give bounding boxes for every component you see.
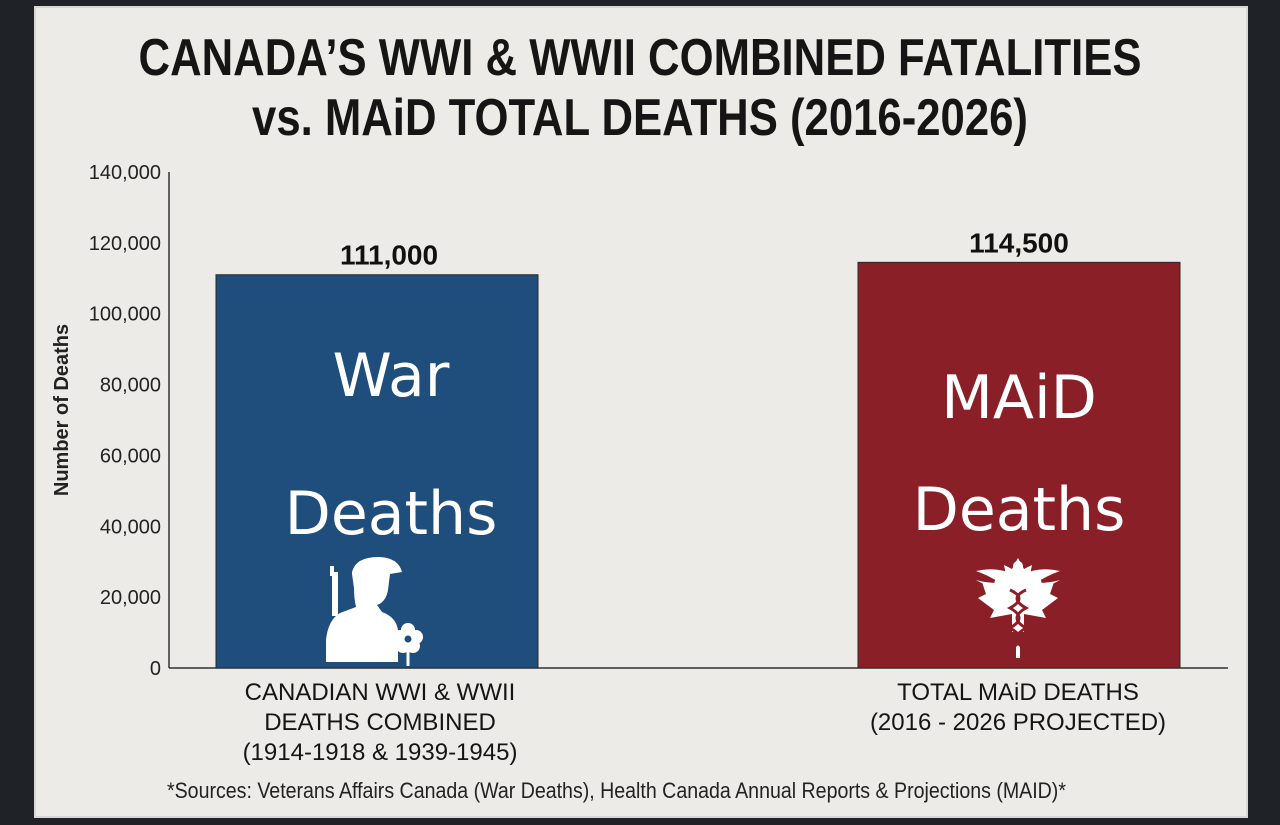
y-tick-label: 100,000 xyxy=(89,304,161,326)
bar-inner-label: War xyxy=(333,341,450,411)
title-line-2: vs. MAiD TOTAL DEATHS (2016-2026) xyxy=(252,89,1028,147)
y-axis-label: Number of Deaths xyxy=(51,324,73,496)
y-tick-label: 60,000 xyxy=(100,445,161,467)
source-note: *Sources: Veterans Affairs Canada (War D… xyxy=(167,778,1066,803)
y-tick-labels: 0 20,000 40,000 60,000 80,000 100,000 120,000 1… xyxy=(89,162,161,680)
title-line-1: CANADA’S WWI & WWII COMBINED FATALITIES xyxy=(138,29,1142,87)
category-label-war-line-1: CANADIAN WWI & WWII xyxy=(244,679,516,706)
category-label-maid-line-1: TOTAL MAiD DEATHS xyxy=(897,679,1139,706)
bar-value-label: 114,500 xyxy=(969,227,1069,258)
category-label-war-line-2: DEATHS COMBINED xyxy=(264,709,496,736)
chart-title: CANADA’S WWI & WWII COMBINED FATALITIES … xyxy=(102,28,1177,148)
y-tick-label: 0 xyxy=(150,658,161,680)
bar-value-label: 111,000 xyxy=(340,240,438,271)
maple-leaf-caduceus-icon xyxy=(976,558,1060,658)
category-label-war: CANADIAN WWI & WWII DEATHS COMBINED (191… xyxy=(170,678,590,768)
bar-inner-label: Deaths xyxy=(913,475,1126,545)
bar-inner-label: MAiD xyxy=(941,363,1097,433)
bar-inner-label: Deaths xyxy=(285,479,498,549)
category-label-war-line-3: (1914-1918 & 1939-1945) xyxy=(242,739,518,766)
y-tick-label: 40,000 xyxy=(100,516,161,538)
y-tick-label: 20,000 xyxy=(100,587,161,609)
y-tick-label: 140,000 xyxy=(89,162,161,184)
category-label-maid-line-2: (2016 - 2026 PROJECTED) xyxy=(869,709,1167,736)
y-tick-label: 120,000 xyxy=(89,233,161,255)
category-label-maid: TOTAL MAiD DEATHS (2016 - 2026 PROJECTED… xyxy=(808,678,1228,738)
y-tick-label: 80,000 xyxy=(100,375,161,397)
soldier-silhouette-with-poppy-icon xyxy=(326,557,423,666)
